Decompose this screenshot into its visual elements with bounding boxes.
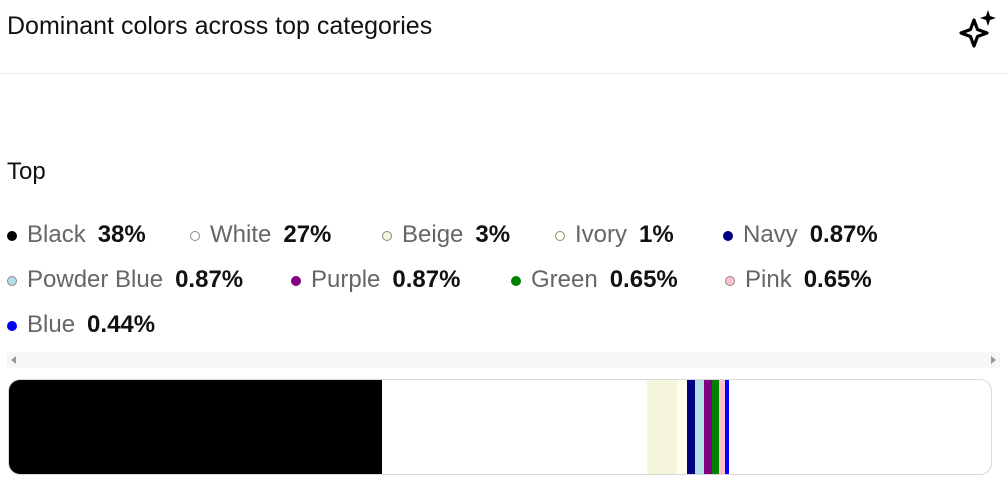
color-name: White bbox=[210, 220, 272, 248]
color-name: Ivory bbox=[575, 220, 628, 248]
color-name: Powder Blue bbox=[27, 265, 164, 293]
card-title: Dominant colors across top categories bbox=[7, 12, 433, 40]
color-percent: 1% bbox=[639, 220, 674, 248]
legend-item: Blue 0.44% bbox=[7, 311, 155, 339]
color-name: Navy bbox=[743, 220, 798, 248]
color-dot bbox=[7, 320, 17, 331]
color-name: Black bbox=[27, 220, 86, 248]
scroll-left-arrow-icon[interactable] bbox=[11, 356, 16, 364]
sparkle-icon[interactable] bbox=[958, 8, 998, 48]
color-name: Blue bbox=[27, 310, 76, 338]
color-percent: 0.87% bbox=[809, 220, 878, 248]
color-dot bbox=[723, 230, 733, 241]
color-name: Green bbox=[531, 265, 598, 293]
legend-item: Navy 0.87% bbox=[723, 221, 878, 249]
color-percent: 0.44% bbox=[87, 310, 156, 338]
color-distribution-bar bbox=[8, 379, 992, 475]
legend-row: Powder Blue 0.87% Purple 0.87% Green 0.6… bbox=[7, 257, 997, 302]
legend-item: Pink 0.65% bbox=[725, 266, 872, 294]
color-dot bbox=[7, 275, 17, 286]
color-segment-white bbox=[382, 380, 648, 474]
card-header: Dominant colors across top categories bbox=[0, 0, 1008, 74]
color-segment-green bbox=[712, 380, 719, 474]
legend-row: Blue 0.44% bbox=[7, 302, 997, 347]
color-dot bbox=[511, 275, 521, 286]
color-legend: Black 38% White 27% Beige 3% Ivory 1% Na… bbox=[7, 212, 997, 347]
color-percent: 38% bbox=[97, 220, 146, 248]
legend-item: Green 0.65% bbox=[511, 266, 725, 294]
color-dot bbox=[555, 230, 565, 241]
color-percent: 0.65% bbox=[609, 265, 678, 293]
legend-item: Powder Blue 0.87% bbox=[7, 266, 291, 294]
legend-row: Black 38% White 27% Beige 3% Ivory 1% Na… bbox=[7, 212, 997, 257]
color-segment-pink bbox=[718, 380, 725, 474]
color-percent: 0.87% bbox=[392, 265, 461, 293]
color-segment-ivory bbox=[676, 380, 687, 474]
color-percent: 0.87% bbox=[175, 265, 244, 293]
legend-item: Beige 3% bbox=[382, 221, 555, 249]
legend-item: White 27% bbox=[190, 221, 382, 249]
color-dot bbox=[291, 275, 301, 286]
color-percent: 27% bbox=[283, 220, 332, 248]
legend-item: Purple 0.87% bbox=[291, 266, 511, 294]
color-segment-powder-blue bbox=[695, 380, 704, 474]
scroll-right-arrow-icon[interactable] bbox=[991, 356, 996, 364]
color-segment-beige bbox=[647, 380, 677, 474]
color-dot bbox=[725, 275, 735, 286]
horizontal-scrollbar[interactable] bbox=[7, 352, 1000, 368]
color-dot bbox=[7, 230, 17, 241]
color-segment-black bbox=[9, 380, 383, 474]
section-label-top: Top bbox=[7, 158, 46, 185]
color-dot bbox=[382, 230, 392, 241]
color-segment-navy bbox=[686, 380, 696, 474]
color-name: Purple bbox=[311, 265, 381, 293]
color-segment-purple bbox=[703, 380, 713, 474]
legend-item: Ivory 1% bbox=[555, 221, 723, 249]
legend-item: Black 38% bbox=[7, 221, 190, 249]
color-percent: 0.65% bbox=[803, 265, 872, 293]
color-name: Pink bbox=[745, 265, 792, 293]
color-percent: 3% bbox=[475, 220, 511, 248]
color-dot bbox=[190, 230, 200, 241]
color-name: Beige bbox=[402, 220, 464, 248]
color-segment-blue bbox=[724, 380, 730, 474]
